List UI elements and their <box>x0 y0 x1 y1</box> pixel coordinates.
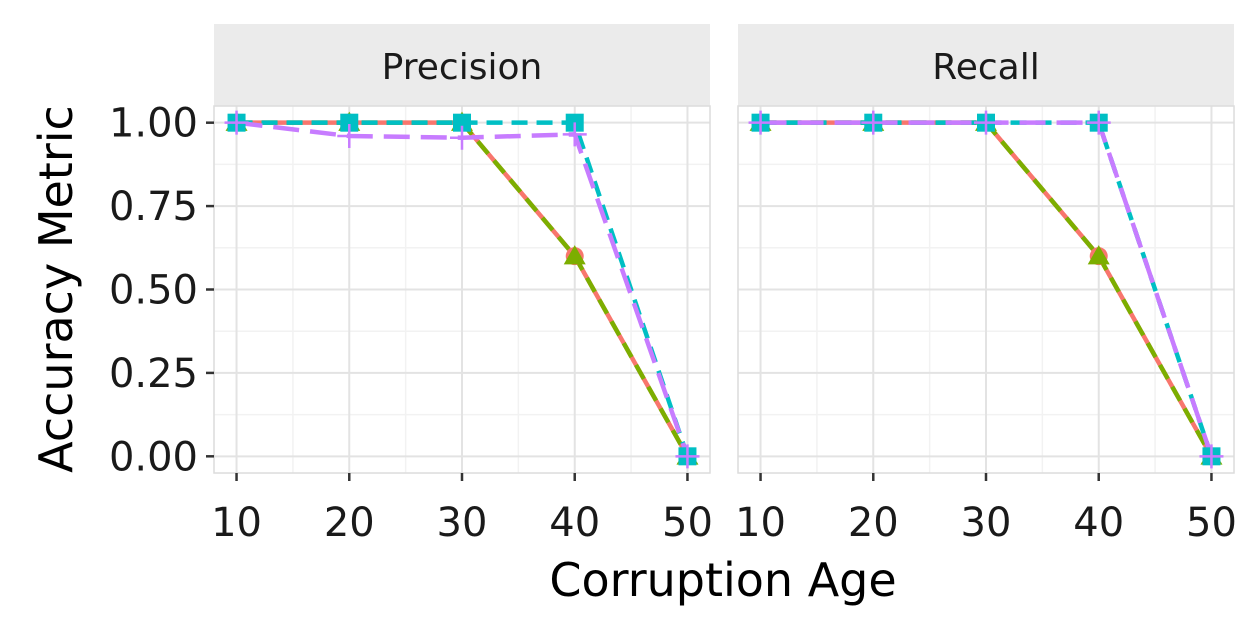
data-point <box>974 110 998 135</box>
panels-layer: Precision 10 20 30 40 50 0.00 0.25 0.50 0.75 1.00 R… <box>109 24 1237 546</box>
y-tick-label: 0.75 <box>109 184 198 230</box>
data-point <box>224 110 249 135</box>
x-axis-title: Corruption Age <box>549 553 896 607</box>
x-tick-label: 50 <box>662 500 713 546</box>
x-tick-label: 30 <box>437 500 488 546</box>
x-tick-label: 30 <box>961 500 1012 546</box>
panel-recall: Recall 10 20 30 40 50 <box>735 24 1237 546</box>
data-point <box>1199 444 1224 469</box>
x-tick-label: 20 <box>848 500 899 546</box>
facet-title: Recall <box>932 47 1039 88</box>
data-point <box>562 122 587 147</box>
y-tick-label: 0.50 <box>109 268 198 314</box>
x-tick-label: 10 <box>735 500 786 546</box>
data-point <box>337 124 362 149</box>
data-point <box>453 113 471 132</box>
y-axis-title: Accuracy Metric <box>29 105 83 473</box>
panel-precision: Precision 10 20 30 40 50 0.00 0.25 0.50 0.75 1.00 <box>109 24 713 546</box>
data-point <box>861 110 886 135</box>
facet-strip <box>214 24 710 106</box>
x-tick-label: 40 <box>549 500 600 546</box>
data-point <box>748 110 773 135</box>
x-tick-label: 40 <box>1073 500 1124 546</box>
data-point <box>450 125 474 150</box>
facet-strip <box>738 24 1234 106</box>
y-tick-label: 0.00 <box>109 434 198 480</box>
facet-title: Precision <box>382 47 543 88</box>
data-point <box>340 113 359 132</box>
data-point <box>563 245 586 265</box>
data-point <box>675 444 700 469</box>
y-tick-label: 0.25 <box>109 351 198 397</box>
y-tick-label: 1.00 <box>109 101 198 147</box>
data-point <box>1087 245 1110 265</box>
x-tick-label: 10 <box>211 500 262 546</box>
data-point <box>1086 110 1111 135</box>
x-tick-label: 50 <box>1186 500 1237 546</box>
x-tick-label: 20 <box>324 500 375 546</box>
